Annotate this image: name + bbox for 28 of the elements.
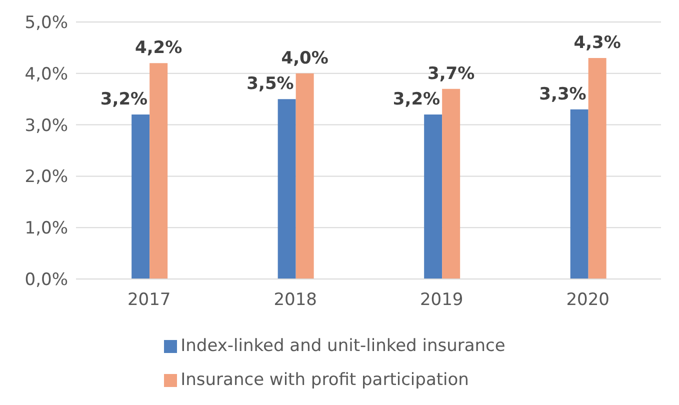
data-label: 3,2% [392,90,440,110]
data-label: 4,3% [574,32,621,53]
bar [296,73,314,279]
x-tick-label: 2020 [566,290,610,310]
y-tick-label: 3,0% [24,116,68,136]
data-label: 4,2% [134,38,182,58]
data-label: 3,7% [427,64,475,84]
y-tick-label: 5,0% [24,13,68,34]
y-tick-label: 4,0% [24,64,68,84]
bar [278,99,296,279]
x-tick-label: 2017 [127,290,171,310]
bar [570,109,588,279]
x-tick-label: 2019 [420,290,464,310]
data-label: 3,5% [246,74,294,94]
x-tick-label: 2018 [274,290,318,310]
data-label: 4,0% [281,48,328,68]
bar [588,58,606,279]
bar [442,88,460,279]
y-tick-label: 1,0% [24,218,68,239]
data-label: 3,3% [539,84,586,104]
legend-label: Insurance with profit participation [180,370,469,390]
bar [424,114,442,279]
legend-label: Index-linked and unit-linked insurance [180,336,506,356]
data-label: 3,2% [100,90,148,110]
y-tick-label: 0,0% [24,270,68,290]
bar [150,63,168,279]
y-tick-label: 2,0% [24,167,68,188]
bar [132,114,150,279]
